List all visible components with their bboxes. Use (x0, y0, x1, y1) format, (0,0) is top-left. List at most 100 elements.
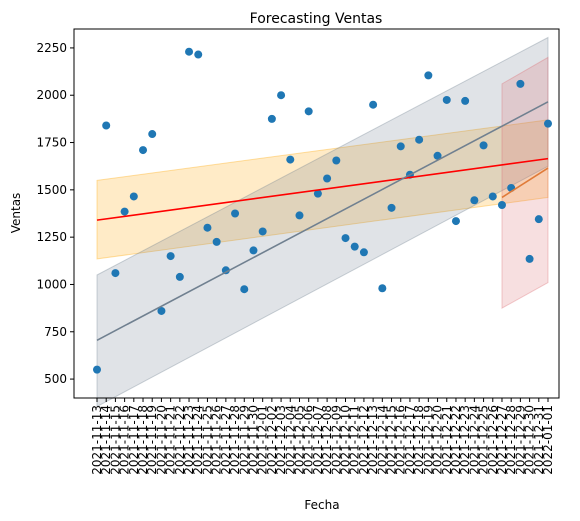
x-tick-label: 2021-11-26 (210, 405, 224, 475)
x-tick-label: 2021-11-28 (228, 405, 242, 475)
x-tick-label: 2021-12-15 (385, 405, 399, 475)
x-axis-label: Fecha (304, 498, 339, 512)
x-tick-label: 2021-12-26 (486, 405, 500, 475)
x-tick-label: 2021-12-21 (440, 405, 454, 475)
scatter-point (175, 272, 184, 281)
x-tick-label: 2021-12-14 (375, 405, 389, 475)
x-tick-label: 2021-11-14 (99, 405, 113, 475)
x-tick-label: 2021-12-28 (504, 405, 518, 475)
scatter-point (313, 189, 322, 198)
plot-frame (73, 28, 560, 399)
x-tick-label: 2021-12-05 (292, 405, 306, 475)
x-tick-label: 2021-12-09 (329, 405, 343, 475)
y-tick-label: 1500 (36, 183, 67, 197)
x-tick-label: 2021-12-01 (256, 405, 270, 475)
y-tick-label: 2250 (36, 41, 67, 55)
x-tick-label: 2021-12-30 (523, 405, 537, 475)
chart-title: Forecasting Ventas (250, 11, 383, 27)
x-tick-label: 2021-11-13 (90, 405, 104, 475)
x-tick-label: 2021-11-16 (118, 405, 132, 475)
scatter-point (369, 100, 378, 109)
x-tick-label: 2021-11-17 (127, 405, 141, 475)
x-tick-label: 2021-12-20 (431, 405, 445, 475)
scatter-point (461, 96, 470, 105)
x-tick-label: 2021-12-04 (283, 405, 297, 475)
x-tick-label: 2021-12-25 (477, 405, 491, 475)
scatter-point (129, 192, 138, 201)
scatter-point (387, 203, 396, 212)
x-tick-label: 2021-11-20 (154, 405, 168, 475)
scatter-point (470, 196, 479, 205)
scatter-point (433, 151, 442, 160)
confidence-band-1 (96, 36, 549, 408)
scatter-point (516, 79, 525, 88)
x-tick-label: 2021-11-27 (219, 405, 233, 475)
y-tick-label: 1750 (36, 136, 67, 150)
x-tick-label: 2021-11-18 (136, 405, 150, 475)
scatter-point (332, 156, 341, 165)
x-tick-label: 2021-12-22 (449, 405, 463, 475)
trend-line-1 (96, 101, 549, 341)
x-tick-label: 2021-12-08 (320, 405, 334, 475)
scatter-point (277, 91, 286, 100)
scatter-point (185, 47, 194, 56)
scatter-point (249, 246, 258, 255)
x-tick-label: 2021-11-24 (191, 405, 205, 475)
scatter-point (120, 207, 129, 216)
scatter-point (497, 200, 506, 209)
x-tick-label: 2021-12-07 (311, 405, 325, 475)
scatter-point (258, 227, 267, 236)
y-tick-label: 500 (44, 372, 67, 386)
scatter-point (267, 114, 276, 123)
y-tick-label: 2000 (36, 88, 67, 102)
scatter-point (231, 209, 240, 218)
scatter-point (93, 365, 101, 374)
trend-line-0 (96, 157, 549, 221)
scatter-point (203, 223, 212, 232)
x-tick-label: 2022-01-01 (541, 405, 555, 475)
scatter-point (166, 252, 175, 261)
x-tick-label: 2021-11-30 (246, 405, 260, 475)
x-tick-label: 2021-12-27 (495, 405, 509, 475)
scatter-point (396, 142, 405, 151)
scatter-point (442, 95, 451, 104)
plot-area (93, 36, 552, 408)
scatter-point (295, 211, 304, 220)
scatter-point (111, 269, 120, 278)
scatter-point (221, 266, 230, 275)
scatter-point (534, 215, 543, 224)
x-tick-label: 2021-12-29 (513, 405, 527, 475)
x-tick-label: 2021-12-17 (403, 405, 417, 475)
x-tick-label: 2021-12-12 (357, 405, 371, 475)
y-axis: 500 750 1000 1250 1500 1750 2000 2250 (36, 41, 74, 386)
y-axis-label: Ventas (9, 193, 23, 234)
x-tick-label: 2021-11-23 (182, 405, 196, 475)
x-tick-label: 2021-12-13 (366, 405, 380, 475)
x-tick-label: 2021-12-18 (412, 405, 426, 475)
scatter-point (350, 242, 359, 251)
x-tick-label: 2021-11-19 (145, 405, 159, 475)
x-tick-label: 2021-12-23 (458, 405, 472, 475)
scatter-point (378, 284, 387, 293)
scatter-point (525, 254, 534, 263)
scatter-point (415, 135, 424, 144)
scatter-point (102, 121, 111, 130)
x-tick-label: 2021-12-31 (532, 405, 546, 475)
y-tick-label: 750 (44, 325, 67, 339)
x-tick-label: 2021-11-29 (237, 405, 251, 475)
scatter-point (304, 107, 313, 116)
scatter-point (544, 119, 552, 128)
scatter-point (359, 248, 368, 257)
scatter-point (323, 174, 332, 183)
y-tick-label: 1000 (36, 277, 67, 291)
scatter-point (451, 217, 460, 226)
x-tick-label: 2021-12-03 (274, 405, 288, 475)
scatter-point (240, 285, 249, 294)
x-tick-label: 2021-11-22 (173, 405, 187, 475)
x-tick-label: 2021-12-02 (265, 405, 279, 475)
scatter-point (139, 146, 148, 155)
scatter-point (341, 234, 350, 243)
x-tick-label: 2021-12-11 (348, 405, 362, 475)
scatter-point (479, 141, 488, 150)
